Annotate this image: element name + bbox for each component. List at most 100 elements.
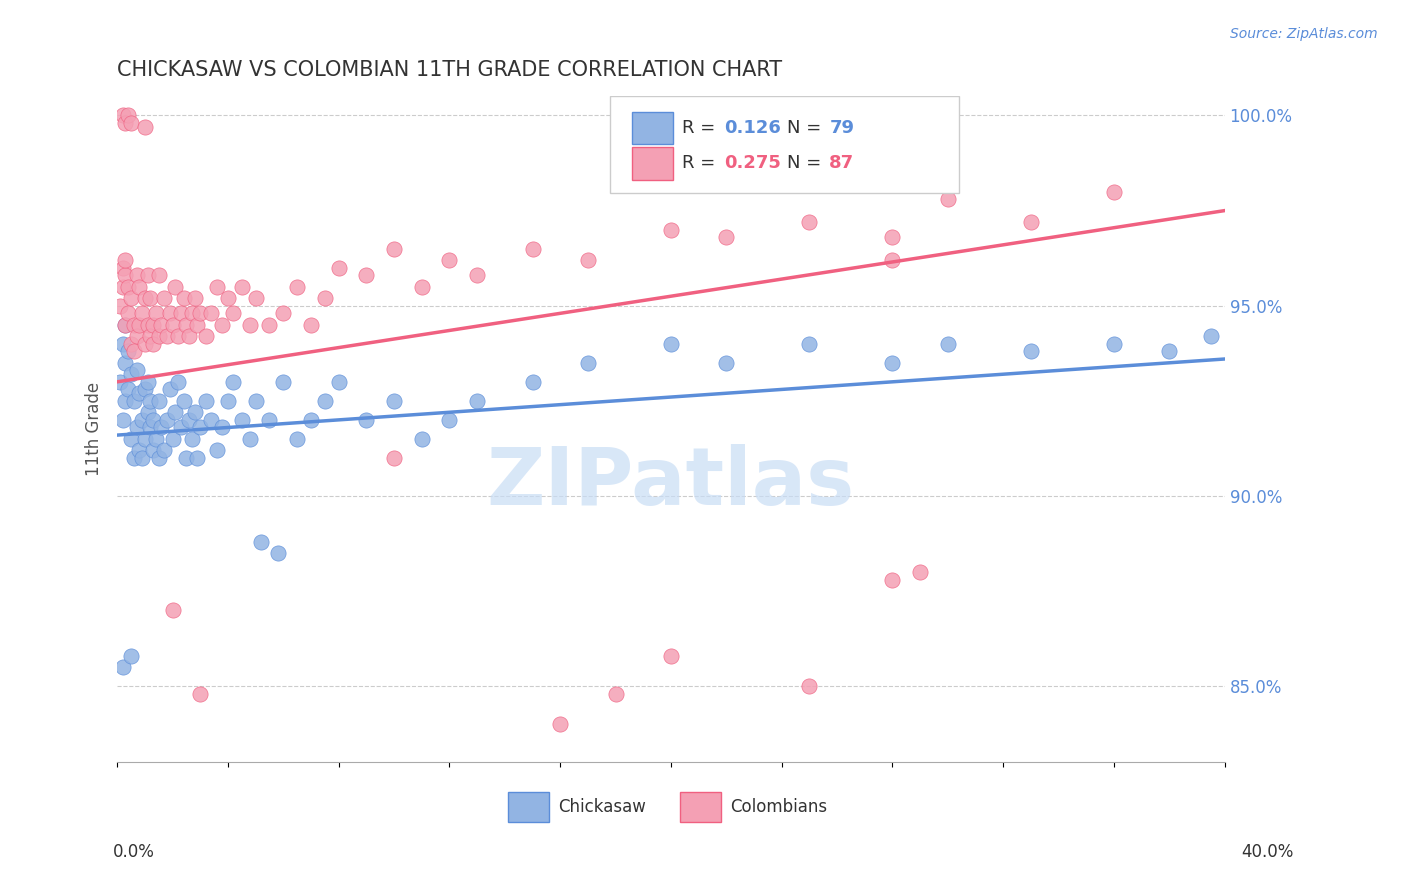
- Text: 0.0%: 0.0%: [112, 843, 155, 861]
- Point: [139, 420, 162, 434]
- FancyBboxPatch shape: [508, 792, 550, 822]
- Point: [139, 291, 162, 305]
- Point: [273, 306, 295, 320]
- Point: [716, 230, 738, 244]
- Point: [122, 393, 145, 408]
- Point: [153, 443, 176, 458]
- Point: [183, 291, 205, 305]
- Point: [145, 432, 167, 446]
- Text: R =: R =: [682, 119, 721, 136]
- Point: [114, 253, 136, 268]
- Point: [145, 306, 167, 320]
- Point: [465, 393, 488, 408]
- Point: [299, 413, 322, 427]
- Point: [1019, 344, 1042, 359]
- Point: [122, 450, 145, 465]
- Point: [659, 222, 682, 236]
- Point: [108, 299, 131, 313]
- Point: [148, 268, 170, 283]
- Point: [222, 306, 245, 320]
- Point: [114, 356, 136, 370]
- Point: [205, 443, 228, 458]
- Point: [328, 375, 350, 389]
- Point: [183, 405, 205, 419]
- Point: [125, 268, 148, 283]
- Text: 0.275: 0.275: [724, 154, 780, 172]
- FancyBboxPatch shape: [610, 96, 959, 193]
- Point: [239, 318, 262, 332]
- Point: [176, 450, 198, 465]
- Point: [128, 318, 150, 332]
- Point: [439, 253, 461, 268]
- Point: [114, 318, 136, 332]
- Point: [117, 279, 139, 293]
- Point: [211, 318, 233, 332]
- Point: [245, 291, 267, 305]
- Point: [120, 291, 142, 305]
- Point: [1199, 329, 1222, 343]
- Point: [908, 565, 931, 579]
- Point: [188, 687, 211, 701]
- Point: [267, 546, 290, 560]
- Point: [117, 306, 139, 320]
- Point: [162, 432, 184, 446]
- Point: [411, 279, 433, 293]
- Point: [882, 573, 904, 587]
- Point: [120, 336, 142, 351]
- Point: [181, 306, 204, 320]
- Point: [142, 336, 165, 351]
- Point: [136, 318, 159, 332]
- Point: [522, 242, 544, 256]
- Point: [231, 279, 253, 293]
- Point: [173, 291, 195, 305]
- Point: [159, 383, 181, 397]
- Point: [799, 215, 821, 229]
- Point: [131, 413, 153, 427]
- Point: [1102, 185, 1125, 199]
- Point: [217, 291, 239, 305]
- Text: R =: R =: [682, 154, 721, 172]
- Point: [139, 329, 162, 343]
- Point: [465, 268, 488, 283]
- Point: [605, 687, 627, 701]
- Point: [134, 336, 156, 351]
- Point: [148, 450, 170, 465]
- Point: [117, 344, 139, 359]
- Point: [259, 413, 281, 427]
- Point: [799, 336, 821, 351]
- Point: [356, 413, 378, 427]
- Point: [314, 291, 336, 305]
- Point: [170, 420, 193, 434]
- Point: [217, 393, 239, 408]
- Point: [131, 450, 153, 465]
- Point: [131, 306, 153, 320]
- Point: [285, 279, 308, 293]
- Point: [181, 432, 204, 446]
- Text: 87: 87: [830, 154, 855, 172]
- Point: [936, 336, 959, 351]
- Point: [548, 717, 571, 731]
- Point: [111, 336, 134, 351]
- Point: [150, 318, 173, 332]
- Point: [150, 420, 173, 434]
- Point: [114, 393, 136, 408]
- Point: [273, 375, 295, 389]
- Point: [120, 116, 142, 130]
- Point: [439, 413, 461, 427]
- Point: [148, 393, 170, 408]
- Point: [167, 329, 190, 343]
- Point: [250, 534, 273, 549]
- Point: [328, 260, 350, 275]
- Point: [125, 329, 148, 343]
- FancyBboxPatch shape: [633, 112, 673, 145]
- Point: [136, 375, 159, 389]
- Text: Chickasaw: Chickasaw: [558, 798, 645, 816]
- Point: [108, 375, 131, 389]
- FancyBboxPatch shape: [681, 792, 721, 822]
- Point: [194, 393, 217, 408]
- Point: [799, 679, 821, 693]
- Point: [125, 363, 148, 377]
- Point: [128, 279, 150, 293]
- Point: [259, 318, 281, 332]
- Point: [111, 660, 134, 674]
